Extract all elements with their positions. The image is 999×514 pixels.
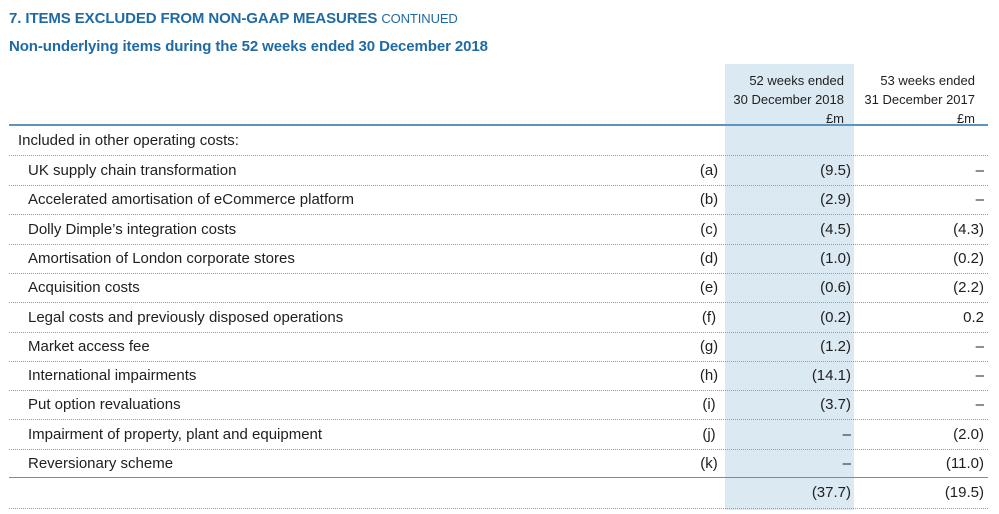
column-header-2017: 53 weeks ended 31 December 2017 £m: [864, 71, 975, 128]
row-divider: [9, 508, 988, 509]
value-2017: –: [975, 162, 984, 179]
row-divider: [9, 302, 988, 303]
value-2018: (1.0): [820, 250, 851, 267]
total-value-2017: (19.5): [944, 484, 984, 501]
header-rule: [9, 124, 988, 126]
row-label: Market access fee: [28, 338, 150, 355]
value-2018: –: [842, 455, 851, 472]
row-divider: [9, 185, 988, 186]
row-label: Put option revaluations: [28, 396, 181, 413]
note-ref: (k): [700, 455, 718, 472]
row-divider: [9, 244, 988, 245]
value-2017: –: [975, 367, 984, 384]
section-heading: 7. ITEMS EXCLUDED FROM NON-GAAP MEASURES…: [9, 10, 458, 27]
value-2017: –: [975, 396, 984, 413]
current-year-column-shade: [725, 64, 854, 510]
table-row: International impairments (h) (14.1) –: [9, 362, 988, 391]
column-header-2018: 52 weeks ended 30 December 2018 £m: [733, 71, 844, 128]
value-2017: (11.0): [945, 455, 984, 472]
row-label: Impairment of property, plant and equipm…: [28, 426, 323, 443]
value-2017: (0.2): [953, 250, 984, 267]
table-row: Put option revaluations (i) (3.7) –: [9, 391, 988, 420]
row-label: International impairments: [28, 367, 197, 384]
value-2017: (2.2): [953, 279, 984, 296]
row-divider: [9, 449, 988, 450]
column-header-unit: £m: [956, 111, 975, 126]
note-ref: (j): [702, 426, 716, 443]
value-2018: (14.1): [811, 367, 851, 384]
total-value-2018: (37.7): [811, 484, 851, 501]
value-2018: (0.6): [820, 279, 851, 296]
row-divider: [9, 332, 988, 333]
value-2018: (3.7): [820, 396, 851, 413]
row-divider: [9, 214, 988, 215]
note-ref: (h): [699, 367, 719, 384]
note-ref: (e): [699, 279, 719, 296]
row-label: Legal costs and previously disposed oper…: [28, 309, 344, 326]
row-label: Accelerated amortisation of eCommerce pl…: [28, 191, 354, 208]
column-header-line1: 52 weeks ended: [749, 73, 844, 88]
note-ref: (c): [700, 221, 718, 238]
value-2018: (9.5): [820, 162, 851, 179]
row-label: Dolly Dimple’s integration costs: [28, 221, 237, 238]
value-2018: (0.2): [820, 309, 851, 326]
total-row: (37.7) (19.5): [9, 479, 988, 508]
note-ref: (f): [701, 309, 717, 326]
section-title: 7. ITEMS EXCLUDED FROM NON-GAAP MEASURES: [9, 10, 378, 27]
note-ref: (i): [702, 396, 716, 413]
section-label: Included in other operating costs:: [18, 132, 239, 149]
note-ref: (b): [699, 191, 719, 208]
column-header-line2: 30 December 2018: [733, 92, 844, 107]
note-ref: (g): [699, 338, 719, 355]
value-2018: –: [842, 426, 851, 443]
value-2018: (1.2): [820, 338, 851, 355]
table-row: Market access fee (g) (1.2) –: [9, 333, 988, 362]
row-divider: [9, 390, 988, 391]
table-caption: Non-underlying items during the 52 weeks…: [9, 38, 488, 55]
value-2017: –: [975, 191, 984, 208]
section-row: Included in other operating costs:: [9, 127, 988, 156]
row-divider: [9, 419, 988, 420]
continued-label: CONTINUED: [381, 11, 458, 26]
table-row: Reversionary scheme (k) – (11.0): [9, 450, 988, 479]
value-2017: 0.2: [963, 309, 984, 326]
value-2018: (4.5): [820, 221, 851, 238]
row-divider: [9, 155, 988, 156]
row-label: UK supply chain transformation: [28, 162, 237, 179]
total-rule: [9, 477, 988, 478]
table-row: Impairment of property, plant and equipm…: [9, 421, 988, 450]
table-row: Dolly Dimple’s integration costs (c) (4.5)…: [9, 216, 988, 245]
column-header-line2: 31 December 2017: [864, 92, 975, 107]
table-row: Acquisition costs (e) (0.6) (2.2): [9, 274, 988, 303]
note-ref: (d): [699, 250, 719, 267]
column-header-line1: 53 weeks ended: [880, 73, 975, 88]
value-2018: (2.9): [820, 191, 851, 208]
value-2017: (4.3): [953, 221, 984, 238]
value-2017: (2.0): [953, 426, 984, 443]
value-2017: –: [975, 338, 984, 355]
column-header-unit: £m: [825, 111, 844, 126]
row-divider: [9, 273, 988, 274]
note-ref: (a): [699, 162, 719, 179]
row-label: Reversionary scheme: [28, 455, 174, 472]
table-row: Amortisation of London corporate stores (…: [9, 245, 988, 274]
row-label: Amortisation of London corporate stores: [28, 250, 295, 267]
table-row: Legal costs and previously disposed oper…: [9, 304, 988, 333]
table-row: Accelerated amortisation of eCommerce pl…: [9, 186, 988, 215]
row-divider: [9, 361, 988, 362]
table-row: UK supply chain transformation (a) (9.5) –: [9, 157, 988, 186]
row-label: Acquisition costs: [28, 279, 140, 296]
